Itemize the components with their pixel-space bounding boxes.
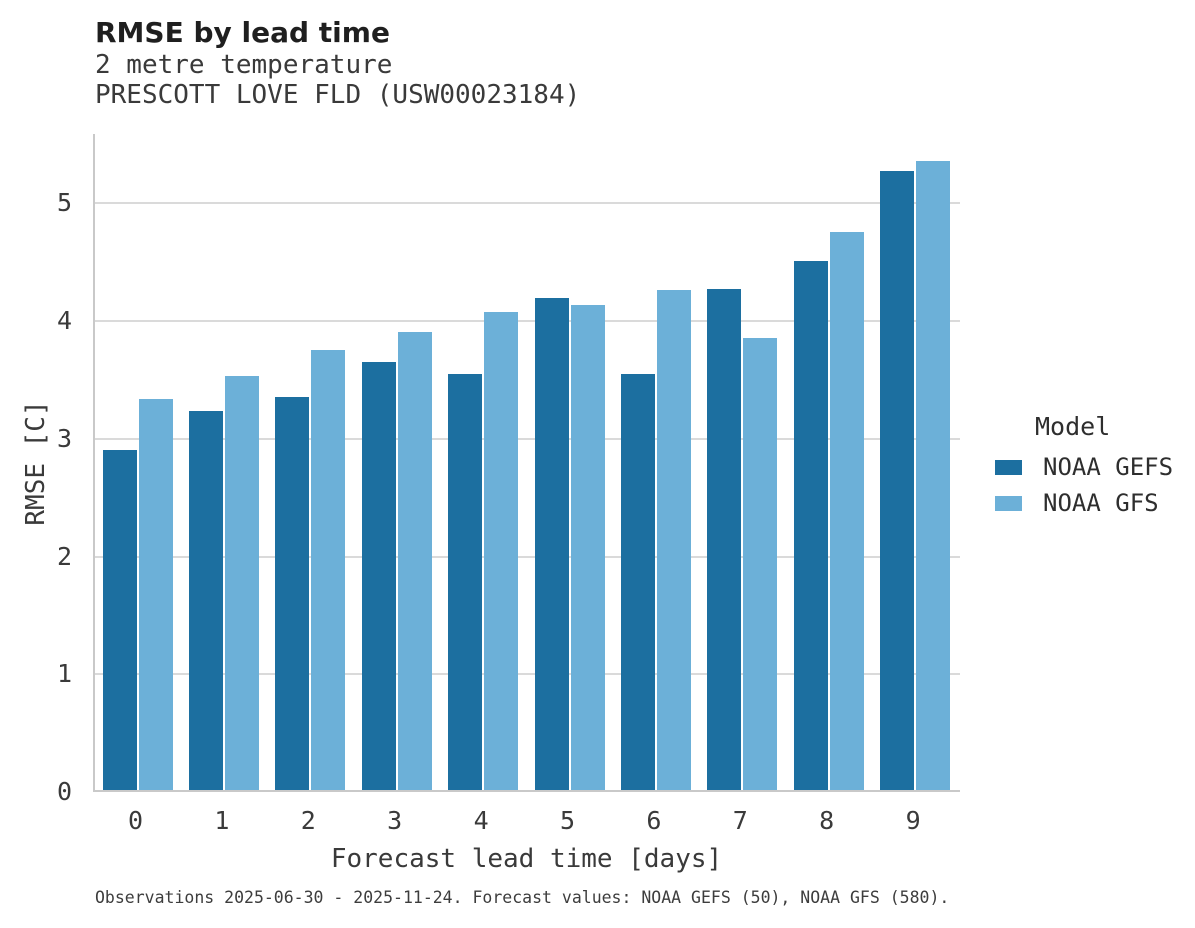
- bar-noaa-gfs-lead-7: [743, 338, 778, 790]
- y-tick-label: 4: [56, 306, 72, 336]
- legend-entry: NOAA GEFS: [995, 449, 1173, 485]
- x-tick-label: 8: [819, 806, 835, 835]
- bar-noaa-gefs-lead-3: [361, 361, 396, 790]
- legend-title: Model: [1035, 412, 1111, 441]
- bar-noaa-gfs-lead-8: [829, 232, 864, 790]
- plot-area: [93, 134, 960, 792]
- x-tick-label: 1: [214, 806, 230, 835]
- bar-noaa-gefs-lead-0: [102, 449, 137, 790]
- gridline: [95, 555, 960, 558]
- bar-noaa-gefs-lead-9: [880, 170, 915, 790]
- y-axis-title: RMSE [C]: [21, 400, 51, 526]
- legend-entry-label: NOAA GFS: [1043, 489, 1159, 517]
- gridline: [95, 320, 960, 323]
- x-tick-label: 9: [905, 806, 921, 835]
- bar-noaa-gefs-lead-2: [275, 396, 310, 790]
- bar-noaa-gefs-lead-7: [707, 288, 742, 790]
- legend-entries: NOAA GEFS NOAA GFS: [995, 449, 1173, 521]
- chart-subtitle-station: PRESCOTT LOVE FLD (USW00023184): [95, 80, 581, 110]
- bar-noaa-gfs-lead-3: [397, 332, 432, 790]
- y-tick-label: 3: [56, 423, 72, 453]
- x-tick-label: 6: [646, 806, 662, 835]
- legend-entry-label: NOAA GEFS: [1043, 453, 1174, 481]
- bar-noaa-gefs-lead-5: [534, 297, 569, 790]
- bar-noaa-gefs-lead-4: [448, 374, 483, 790]
- x-tick-label: 2: [300, 806, 316, 835]
- y-tick-label: 0: [56, 777, 72, 806]
- bar-noaa-gfs-lead-0: [138, 399, 173, 790]
- x-tick-label: 3: [387, 806, 403, 835]
- chart-subtitle-variable: 2 metre temperature: [95, 50, 393, 80]
- bar-noaa-gefs-lead-8: [793, 261, 828, 790]
- legend-swatch-icon: [995, 459, 1022, 475]
- chart-title: RMSE by lead time: [95, 16, 390, 49]
- legend: Model NOAA GEFS NOAA GFS: [995, 412, 1173, 521]
- x-tick-label: 0: [127, 806, 144, 835]
- bar-noaa-gefs-lead-6: [620, 374, 655, 790]
- legend-entry: NOAA GFS: [995, 485, 1173, 521]
- gridline: [95, 673, 960, 676]
- gridline: [95, 437, 960, 440]
- bar-noaa-gfs-lead-4: [484, 312, 519, 790]
- footnote: Observations 2025-06-30 - 2025-11-24. Fo…: [95, 888, 950, 907]
- x-axis-title: Forecast lead time [days]: [330, 844, 723, 874]
- bar-noaa-gfs-lead-1: [224, 375, 259, 790]
- x-tick-label: 7: [732, 806, 748, 835]
- bar-noaa-gfs-lead-6: [656, 289, 691, 790]
- y-tick-label: 5: [56, 188, 72, 218]
- legend-swatch-icon: [995, 495, 1022, 511]
- bar-noaa-gfs-lead-9: [916, 161, 951, 790]
- gridline: [95, 202, 960, 205]
- x-tick-label: 5: [559, 806, 576, 835]
- x-tick-label: 4: [473, 806, 489, 835]
- y-tick-label: 1: [56, 659, 72, 689]
- bar-noaa-gefs-lead-1: [188, 410, 223, 790]
- y-tick-label: 2: [56, 541, 72, 571]
- bar-noaa-gfs-lead-2: [311, 349, 346, 790]
- bar-noaa-gfs-lead-5: [570, 305, 605, 790]
